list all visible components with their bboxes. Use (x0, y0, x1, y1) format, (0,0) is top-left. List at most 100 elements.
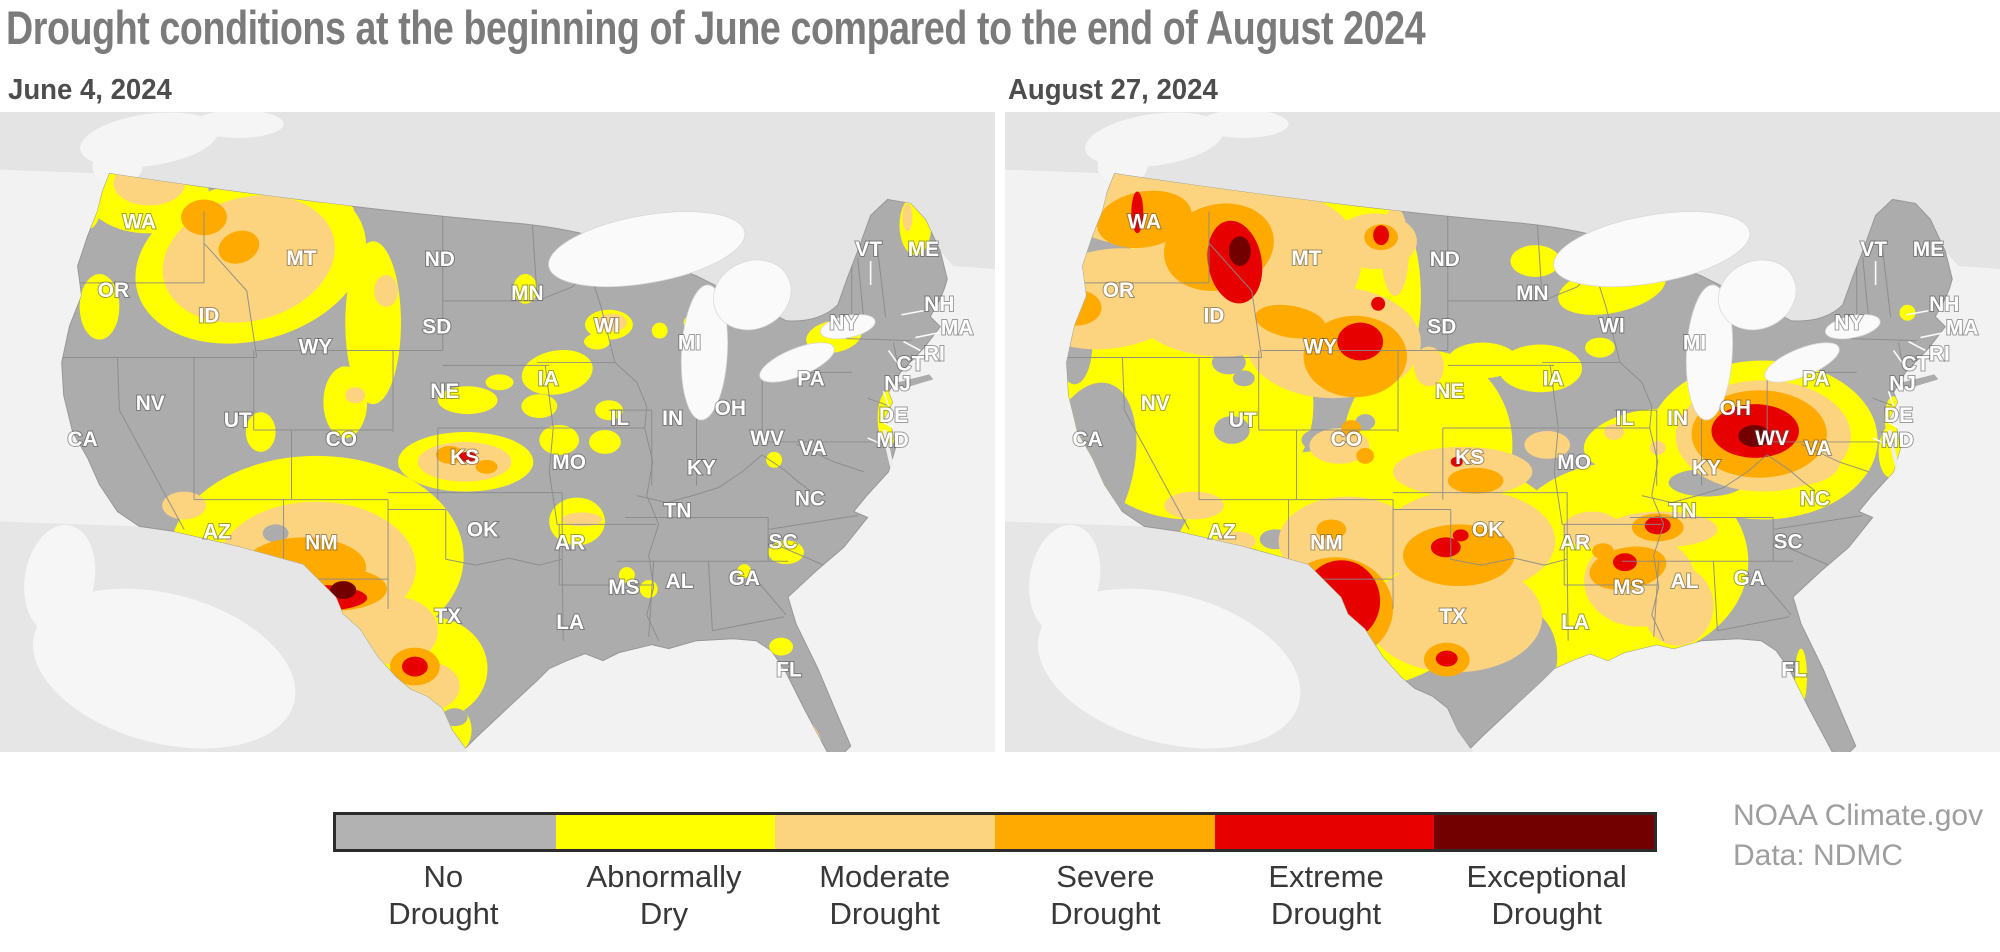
state-label-IL: IL (1616, 407, 1635, 430)
state-label-NM: NM (1310, 531, 1342, 554)
date-label-june: June 4, 2024 (8, 74, 172, 106)
state-label-CA: CA (1072, 428, 1102, 451)
state-labels: WA OR ID MT ND SD WY NV UT CA CO NE KS MN WI MI IA IL IN OH… (67, 209, 975, 682)
legend-swatch-d1 (775, 815, 996, 849)
state-label-OR: OR (98, 279, 129, 302)
state-label-WI: WI (594, 315, 620, 338)
legend-label-line: Drought (829, 896, 940, 932)
state-label-NH: NH (1929, 293, 1959, 316)
state-label-VT: VT (855, 238, 882, 261)
state-label-KS: KS (450, 446, 479, 469)
state-label-NY: NY (829, 312, 858, 335)
chesapeake-bay (882, 429, 895, 469)
state-label-SC: SC (769, 530, 798, 553)
page-title: Drought conditions at the beginning of J… (6, 1, 1426, 54)
state-label-CT: CT (897, 352, 925, 375)
state-label-RI: RI (924, 342, 945, 365)
legend-label-line: Severe (1056, 859, 1155, 894)
drought-legend-bar (333, 812, 1657, 852)
state-label-CA: CA (67, 428, 97, 451)
legend-label-line: Drought (1270, 896, 1382, 932)
map-june: WA OR ID MT ND SD WY NV UT CA CO NE KS MN WI MI IA IL IN OH… (0, 112, 995, 752)
state-label-AR: AR (555, 531, 585, 554)
state-label-WI: WI (1599, 315, 1625, 338)
legend-label-line: Drought (388, 896, 499, 932)
legend-swatch-d4 (1434, 815, 1655, 849)
state-label-TN: TN (1669, 499, 1697, 522)
state-label-MS: MS (608, 576, 639, 599)
long-island (897, 374, 934, 390)
state-leader-lines (1872, 261, 1945, 444)
legend-label-d4: Exceptional Drought (1436, 858, 1657, 932)
state-label-MS: MS (1613, 576, 1644, 599)
state-label-NV: NV (136, 392, 165, 415)
state-label-KY: KY (687, 457, 716, 480)
state-label-FL: FL (1781, 658, 1807, 681)
state-label-AZ: AZ (203, 520, 231, 543)
legend-label-line: Drought (1050, 896, 1161, 932)
state-label-DE: DE (879, 404, 908, 427)
state-label-DE: DE (1884, 404, 1913, 427)
state-label-IN: IN (662, 407, 683, 430)
state-label-MI: MI (1683, 332, 1706, 355)
legend-label-d3: Extreme Drought (1216, 858, 1437, 932)
state-label-MT: MT (1291, 247, 1321, 270)
state-label-NM: NM (305, 531, 337, 554)
state-label-WV: WV (750, 427, 784, 450)
state-label-GA: GA (1734, 567, 1765, 590)
state-label-VA: VA (1804, 437, 1831, 460)
legend-label-d0: Abnormally Dry (554, 858, 775, 932)
state-label-WA: WA (1127, 210, 1161, 233)
state-label-UT: UT (224, 409, 252, 432)
state-label-TN: TN (664, 499, 692, 522)
state-label-CO: CO (326, 428, 357, 451)
legend-label-d1: Moderate Drought (774, 858, 995, 932)
state-label-OK: OK (467, 518, 498, 541)
state-label-MO: MO (552, 451, 586, 474)
attribution: NOAA Climate.gov Data: NDMC (1733, 796, 1983, 876)
state-label-NJ: NJ (1889, 372, 1916, 395)
legend-label-line: Abnormally (586, 859, 742, 894)
state-label-FL: FL (776, 658, 802, 681)
map-june-svg: WA OR ID MT ND SD WY NV UT CA CO NE KS MN WI MI IA IL IN OH… (0, 112, 995, 752)
state-label-NV: NV (1141, 392, 1170, 415)
state-label-OH: OH (1720, 397, 1751, 420)
long-island (1902, 374, 1939, 390)
state-label-ME: ME (1913, 238, 1944, 261)
attribution-data: Data: NDMC (1733, 839, 1904, 873)
state-label-MA: MA (1946, 317, 1978, 340)
state-label-MN: MN (511, 282, 543, 305)
state-label-ID: ID (199, 305, 220, 328)
state-label-MN: MN (1516, 282, 1548, 305)
state-label-NH: NH (924, 293, 954, 316)
date-label-august: August 27, 2024 (1008, 74, 1218, 106)
state-leader-lines (867, 261, 940, 444)
state-label-TX: TX (434, 605, 461, 628)
state-label-SC: SC (1774, 530, 1803, 553)
legend-label-line: Drought (1491, 896, 1602, 932)
state-label-IA: IA (1543, 367, 1564, 390)
legend-label-line: Dry (639, 896, 689, 932)
chesapeake-bay (1887, 429, 1900, 469)
legend-swatch-d3 (1214, 815, 1435, 849)
state-label-MD: MD (1881, 429, 1913, 452)
map-august: WA OR ID MT ND SD WY NV UT CA CO NE KS MN WI MI IA IL IN OH… (1005, 112, 2000, 752)
state-label-ID: ID (1204, 305, 1225, 328)
map-august-svg: WA OR ID MT ND SD WY NV UT CA CO NE KS MN WI MI IA IL IN OH… (1005, 112, 2000, 752)
state-label-PA: PA (1802, 367, 1829, 390)
state-label-OK: OK (1472, 518, 1503, 541)
state-label-SD: SD (1427, 316, 1456, 339)
state-label-CT: CT (1902, 352, 1930, 375)
state-label-NC: NC (795, 488, 825, 511)
great-lakes (1553, 211, 1881, 421)
state-label-NY: NY (1834, 312, 1863, 335)
state-label-PA: PA (797, 367, 824, 390)
state-label-GA: GA (729, 567, 760, 590)
state-label-SD: SD (422, 316, 451, 339)
legend-label-line: No (423, 859, 464, 894)
state-label-ND: ND (425, 248, 455, 271)
state-label-MO: MO (1557, 451, 1591, 474)
legend-label-line: Moderate (819, 859, 951, 894)
state-label-WA: WA (122, 210, 156, 233)
